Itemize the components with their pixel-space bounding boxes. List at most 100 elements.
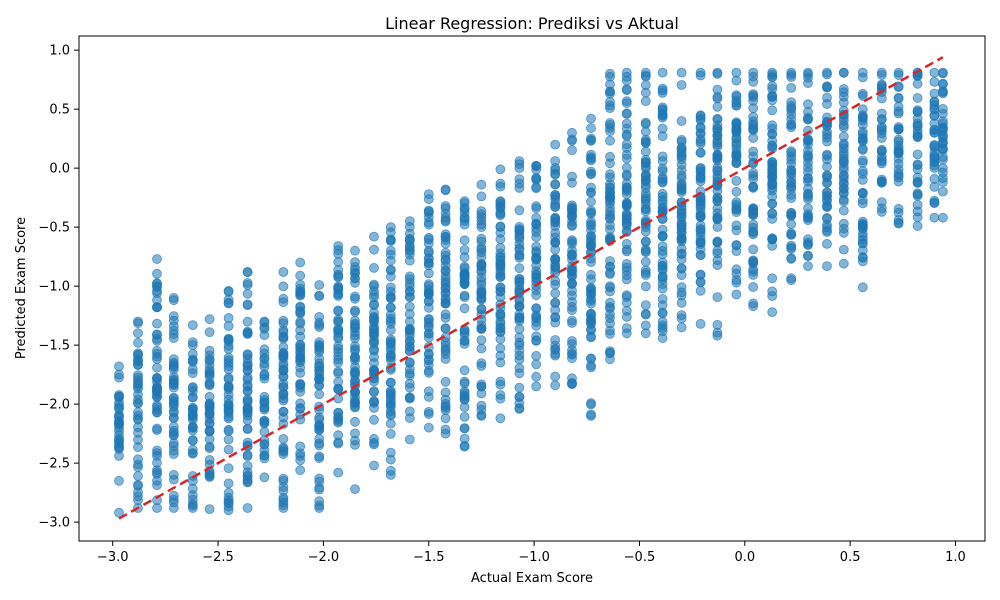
scatter-point	[476, 320, 487, 331]
scatter-point	[278, 382, 289, 393]
scatter-point	[695, 210, 706, 221]
scatter-point	[803, 173, 813, 184]
y-tick-label: −2.5	[38, 457, 70, 472]
scatter-point	[531, 161, 542, 172]
scatter-point	[350, 262, 360, 272]
scatter-point	[133, 471, 143, 481]
scatter-point	[152, 495, 162, 506]
scatter-point	[295, 465, 306, 476]
scatter-point	[586, 166, 596, 177]
scatter-point	[621, 238, 632, 249]
scatter-point	[223, 352, 234, 363]
scatter-point	[929, 139, 940, 150]
scatter-point	[640, 96, 651, 106]
scatter-point	[676, 310, 687, 321]
scatter-point	[459, 392, 470, 402]
scatter-point	[423, 409, 434, 419]
scatter-point	[550, 288, 561, 299]
scatter-point	[514, 382, 525, 393]
scatter-point	[404, 316, 415, 327]
scatter-point	[369, 317, 379, 328]
scatter-point	[514, 205, 525, 216]
scatter-point	[187, 392, 198, 403]
y-tick-label: −1.5	[38, 339, 70, 354]
scatter-point	[168, 295, 179, 306]
scatter-point	[838, 67, 849, 78]
scatter-point	[350, 293, 360, 304]
scatter-point	[748, 298, 759, 309]
scatter-point	[676, 148, 687, 158]
scatter-point	[748, 264, 759, 275]
scatter-point	[586, 285, 596, 296]
scatter-point	[712, 101, 723, 112]
scatter-point	[440, 298, 451, 309]
scatter-point	[748, 244, 759, 255]
scatter-point	[838, 140, 849, 151]
scatter-point	[550, 371, 561, 382]
scatter-point	[640, 198, 651, 209]
scatter-point	[929, 153, 940, 164]
scatter-point	[514, 337, 525, 348]
scatter-point	[278, 443, 289, 454]
scatter-point	[876, 177, 887, 187]
scatter-point	[822, 129, 832, 140]
scatter-point	[712, 236, 723, 247]
scatter-point	[168, 407, 179, 418]
scatter-point	[369, 279, 379, 290]
scatter-point	[152, 425, 162, 436]
scatter-point	[168, 425, 179, 436]
scatter-point	[259, 369, 270, 380]
scatter-point	[204, 441, 215, 452]
scatter-point	[152, 333, 162, 344]
scatter-point	[423, 392, 434, 402]
scatter-point	[586, 257, 596, 268]
scatter-point	[423, 422, 434, 433]
scatter-point	[621, 305, 632, 316]
scatter-point	[567, 318, 577, 328]
scatter-point	[567, 345, 577, 356]
scatter-point	[712, 114, 723, 124]
scatter-point	[259, 330, 270, 341]
scatter-point	[876, 203, 887, 214]
scatter-point	[767, 307, 778, 318]
scatter-point	[657, 274, 668, 285]
scatter-point	[242, 449, 253, 460]
scatter-point	[440, 212, 451, 223]
scatter-point	[476, 179, 487, 190]
scatter-point	[822, 69, 832, 80]
scatter-point	[531, 303, 542, 314]
scatter-point	[295, 270, 306, 281]
scatter-point	[605, 303, 615, 314]
scatter-point	[822, 222, 832, 233]
scatter-point	[586, 123, 596, 134]
scatter-point	[803, 153, 813, 164]
scatter-point	[838, 258, 849, 269]
scatter-point	[531, 313, 542, 324]
scatter-point	[295, 301, 306, 312]
scatter-point	[767, 273, 778, 284]
scatter-point	[621, 109, 632, 119]
scatter-point	[767, 69, 778, 80]
scatter-point	[767, 179, 778, 190]
scatter-point	[278, 332, 289, 343]
scatter-point	[152, 469, 162, 479]
scatter-point	[857, 133, 868, 144]
scatter-point	[423, 349, 434, 360]
scatter-point	[369, 414, 379, 425]
scatter-point	[495, 164, 506, 175]
x-tick-label: −2.0	[308, 550, 340, 565]
scatter-point	[404, 406, 415, 417]
scatter-point	[605, 169, 615, 180]
scatter-point	[514, 263, 525, 274]
scatter-point	[333, 257, 344, 267]
scatter-point	[621, 84, 632, 95]
scatter-point	[695, 318, 706, 329]
scatter-point	[893, 203, 904, 214]
scatter-point	[476, 219, 487, 230]
scatter-point	[712, 319, 723, 330]
scatter-point	[385, 409, 396, 419]
scatter-point	[350, 305, 360, 316]
scatter-point	[242, 402, 253, 413]
scatter-point	[133, 318, 143, 329]
scatter-point	[803, 261, 813, 272]
